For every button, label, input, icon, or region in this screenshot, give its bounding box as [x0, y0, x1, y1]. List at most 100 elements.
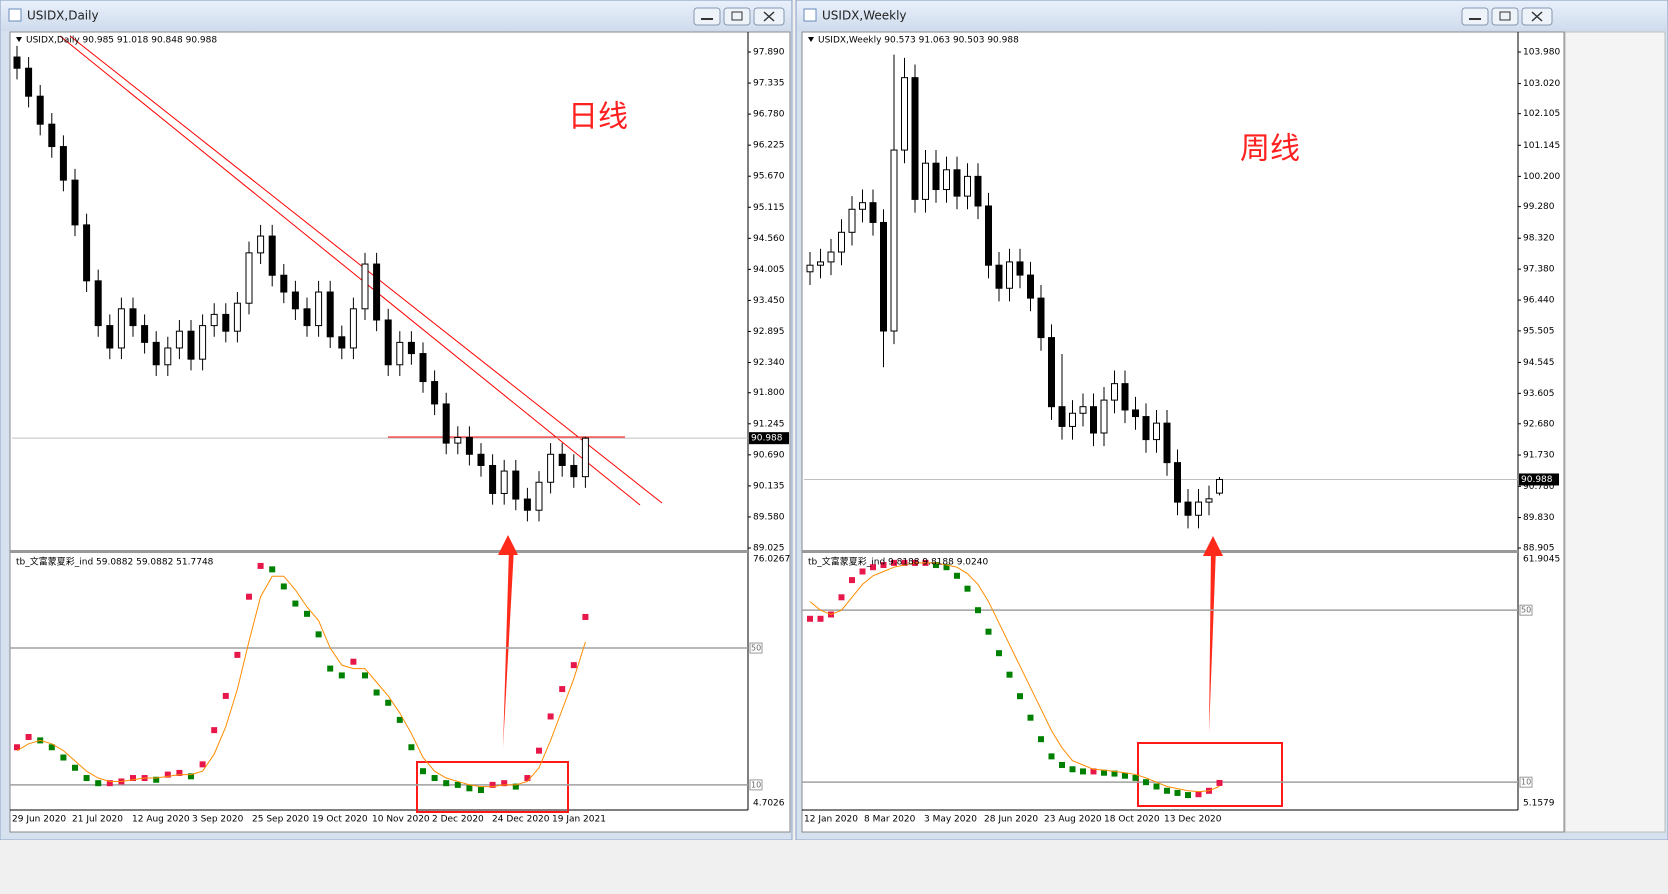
candle-body [953, 169, 961, 197]
indicator-dot [373, 689, 380, 696]
indicator-dot [1164, 787, 1170, 794]
indicator-dot [211, 727, 218, 734]
indicator-dot [489, 781, 496, 788]
y-tick-label: 90.780 [1523, 482, 1555, 492]
candle-body [477, 453, 485, 466]
x-tick-label: 13 Dec 2020 [1164, 815, 1222, 825]
candle-body [326, 291, 334, 338]
candle-body [570, 464, 578, 478]
candle-body [117, 308, 125, 349]
y-tick-label: 92.340 [753, 358, 785, 368]
candle-body [880, 221, 887, 332]
window-icon [803, 8, 817, 22]
candle-body [349, 308, 357, 349]
indicator-dot [512, 783, 519, 790]
candle-body [964, 175, 971, 197]
signal-line [809, 562, 1220, 793]
indicator-dot [1048, 753, 1055, 760]
candle-body [974, 175, 982, 207]
candle-body [71, 179, 79, 226]
candle-body [152, 341, 160, 366]
indicator-dot [1153, 783, 1160, 790]
y-tick-label: 93.450 [753, 296, 785, 306]
indicator-dot [443, 780, 450, 787]
indicator-dot [536, 747, 542, 754]
annotation: 周线 [1240, 132, 1300, 167]
candle-body [407, 341, 415, 355]
last-price-label: 90.988 [1521, 475, 1553, 485]
indicator-dot [1122, 772, 1128, 779]
y-tick-label: 102.105 [1523, 109, 1560, 119]
indicator-dot [901, 559, 908, 566]
indicator-dot [164, 771, 171, 778]
y-tick-label: 98.320 [1523, 234, 1555, 244]
restore-button[interactable] [1491, 7, 1519, 26]
candle-body [1058, 406, 1066, 427]
indicator-dot [985, 628, 992, 635]
indicator-dot [996, 650, 1002, 657]
indicator-dot [257, 562, 264, 569]
candle-body [1090, 406, 1097, 434]
candle-body [106, 325, 114, 349]
indicator-dot [524, 775, 531, 782]
indicator-dot [880, 562, 887, 569]
indicator-dot [1101, 769, 1107, 776]
candle-body [83, 224, 91, 282]
candle-body [500, 470, 508, 494]
y-tick-label: 92.895 [753, 327, 785, 337]
restore-icon [731, 11, 743, 21]
candle-body [985, 205, 992, 266]
y-tick-label: 90.135 [753, 481, 785, 491]
y-tick-label: 93.605 [1523, 389, 1555, 399]
candle-body [1016, 261, 1024, 276]
arrow [498, 535, 518, 748]
last-price-box [749, 432, 789, 445]
indicator-dot [234, 651, 241, 658]
minimize-button[interactable] [1461, 7, 1489, 26]
indicator-dot [975, 607, 981, 614]
indicator-dot [292, 600, 299, 607]
indicator-dot [870, 564, 876, 571]
candle-body [581, 437, 589, 478]
indicator-dot [396, 716, 403, 723]
indicator-header: tb_文富蒙夏彩_ind 59.0882 59.0882 51.7748 [16, 556, 214, 568]
candle-body [129, 308, 137, 327]
x-tick-label: 18 Oct 2020 [1104, 815, 1160, 825]
indicator-dot [176, 769, 183, 776]
indicator-dot [420, 768, 426, 775]
indicator-dot [72, 764, 78, 771]
y-tick-label: 91.245 [753, 419, 785, 429]
signal-line [16, 575, 586, 788]
minimize-button[interactable] [693, 7, 721, 26]
indicator-dot [466, 785, 473, 792]
candle-body [396, 341, 404, 366]
window-icon [8, 8, 22, 22]
candle-body [859, 202, 866, 210]
close-icon [763, 11, 775, 22]
x-tick-label: 12 Jan 2020 [804, 815, 858, 825]
level-box [749, 642, 763, 654]
candle-body [222, 313, 230, 332]
candle-body [922, 162, 929, 200]
candle-body [848, 208, 856, 233]
x-tick-label: 21 Jul 2020 [72, 815, 123, 825]
candle-body [1027, 274, 1034, 299]
y-tick-label: 94.560 [753, 234, 785, 244]
indicator-dot [570, 662, 577, 669]
candle-body [25, 67, 33, 97]
indicator-dot [130, 775, 136, 782]
restore-button[interactable] [723, 7, 751, 26]
indicator-dot [1185, 792, 1191, 799]
indicator-dot [582, 613, 589, 620]
indicator-dot [559, 686, 566, 693]
scrollbar[interactable] [1564, 31, 1666, 833]
indicator-dot [1069, 766, 1076, 773]
workspace [0, 840, 1668, 894]
y-tick-label: 10 [1521, 778, 1531, 787]
close-icon [1531, 11, 1543, 22]
candle-body [1121, 383, 1129, 411]
indicator-dot [1027, 714, 1034, 721]
candle-body [1195, 501, 1202, 516]
indicator-dot [280, 583, 287, 590]
candle-body [164, 347, 172, 366]
